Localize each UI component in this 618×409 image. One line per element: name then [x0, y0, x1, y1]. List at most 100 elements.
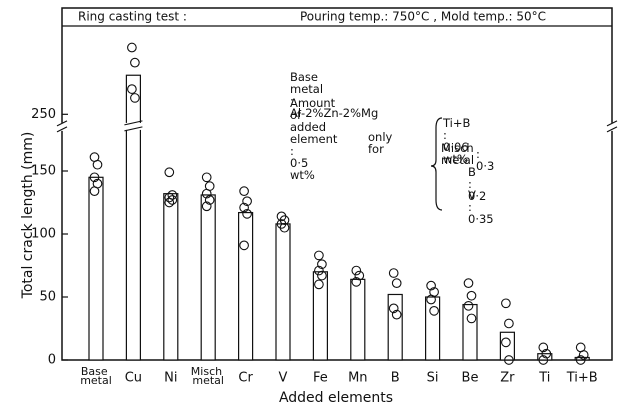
data-point — [578, 350, 589, 360]
bar — [425, 296, 441, 361]
data-point — [314, 265, 324, 276]
data-point — [351, 277, 362, 287]
axis-break-gap — [608, 122, 616, 131]
annotation: Amount of added element : 0·5 wt% — [290, 96, 341, 182]
data-point — [317, 259, 327, 270]
data-point — [242, 208, 252, 219]
plot-frame — [61, 7, 613, 361]
x-tick-label: Fe — [313, 371, 328, 386]
y-tick-label: 100 — [31, 227, 56, 242]
data-point — [89, 186, 100, 197]
data-point — [201, 188, 212, 199]
annotation: V : 0·35 — [468, 188, 494, 226]
annotation: Ti+B : 0·06 wt% — [442, 116, 474, 166]
data-point — [426, 294, 436, 305]
data-point — [504, 355, 514, 365]
y-tick-label: 50 — [39, 290, 56, 305]
annotation: only for — [368, 130, 396, 156]
header-right: Pouring temp.: 750°C , Mold temp.: 50°C — [300, 10, 546, 24]
data-point — [317, 270, 327, 281]
data-point — [279, 222, 290, 233]
data-point — [391, 309, 402, 320]
axis-break-mark — [56, 120, 68, 133]
y-tick-label: 150 — [31, 164, 56, 179]
x-tick-label: V — [279, 371, 288, 386]
data-point — [164, 167, 175, 178]
data-point — [463, 300, 474, 311]
data-point — [541, 348, 552, 359]
annotation: : 0·3 — [476, 147, 494, 173]
data-point — [204, 195, 215, 205]
bar-break-gap — [125, 122, 142, 130]
data-point — [538, 355, 549, 365]
data-point — [388, 303, 399, 314]
data-point — [239, 240, 249, 251]
data-point — [391, 278, 402, 288]
data-point — [130, 57, 140, 68]
bar — [200, 194, 216, 361]
data-point — [201, 201, 212, 212]
data-point — [127, 42, 137, 53]
bar — [238, 211, 254, 361]
annotation: Misch metal — [441, 141, 477, 167]
bar — [275, 223, 291, 361]
bar — [350, 278, 366, 361]
bar — [462, 303, 478, 361]
bar — [312, 271, 328, 361]
bar — [163, 193, 179, 361]
x-tick-label: Cu — [125, 371, 142, 386]
x-tick-label: Cr — [238, 371, 253, 386]
data-point — [538, 342, 549, 353]
y-tick-label: 250 — [31, 107, 56, 122]
data-point — [164, 197, 175, 208]
y-axis-label: Total crack length (mm) — [20, 132, 36, 300]
data-point — [239, 186, 249, 197]
x-tick-label: Base metal — [80, 365, 112, 387]
bar — [125, 74, 142, 361]
x-tick-label: Ti+B — [566, 371, 598, 386]
data-point — [466, 313, 477, 324]
data-point — [201, 172, 212, 183]
data-point — [239, 202, 249, 213]
data-point — [426, 280, 436, 291]
data-point — [388, 268, 399, 278]
data-point — [463, 278, 474, 288]
bar-break-mark — [124, 120, 143, 132]
x-tick-label: Mn — [348, 371, 367, 386]
data-point — [92, 159, 103, 170]
y-tick-label: 0 — [48, 353, 56, 368]
axis-break-gap — [58, 122, 66, 131]
bar — [537, 353, 553, 361]
annotation: Base metal : Al-2%Zn-2%Mg — [290, 70, 378, 120]
data-point — [167, 195, 178, 205]
x-tick-label: Zr — [500, 371, 515, 386]
x-tick-label: Si — [427, 371, 439, 386]
data-point — [466, 290, 477, 301]
data-point — [127, 84, 137, 94]
header-left: Ring casting test : — [78, 10, 187, 24]
annotation: B : 0·2 — [468, 165, 486, 203]
data-point — [164, 192, 175, 203]
data-point — [354, 270, 365, 281]
data-point — [501, 298, 511, 309]
data-point — [242, 196, 252, 207]
x-tick-label: Ni — [164, 371, 177, 386]
x-tick-label: B — [391, 371, 400, 386]
data-point — [89, 172, 100, 183]
data-point — [429, 306, 439, 316]
bar — [88, 176, 104, 361]
data-point — [130, 93, 140, 103]
data-point — [501, 337, 511, 348]
x-tick-label: Misch metal — [191, 365, 226, 387]
x-tick-label: Be — [462, 371, 479, 386]
brace — [430, 117, 443, 211]
data-point — [575, 355, 586, 365]
data-point — [351, 265, 362, 276]
data-point — [314, 250, 324, 261]
x-axis-label: Added elements — [279, 390, 393, 406]
axis-break-mark — [606, 120, 618, 133]
x-tick-label: Ti — [538, 371, 550, 386]
data-point — [314, 279, 324, 290]
data-point — [504, 318, 514, 329]
